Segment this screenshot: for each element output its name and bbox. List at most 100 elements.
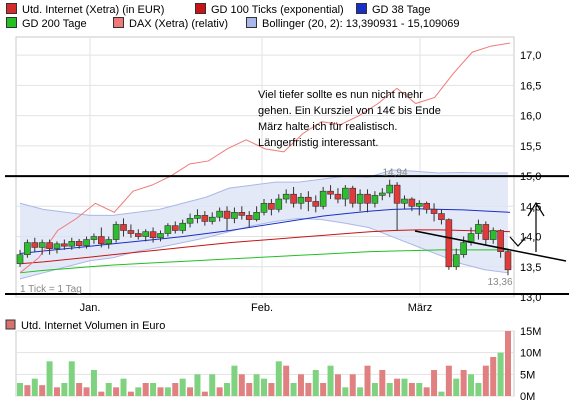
candle-body bbox=[297, 196, 305, 204]
volume-bar bbox=[431, 370, 438, 396]
volume-bar bbox=[39, 385, 46, 396]
candle-body bbox=[445, 219, 453, 268]
volume-bar bbox=[275, 361, 282, 396]
candle bbox=[415, 200, 423, 216]
candle-body bbox=[260, 202, 268, 213]
candle bbox=[112, 221, 120, 243]
candle-body bbox=[379, 192, 386, 196]
volume-bar bbox=[142, 383, 149, 396]
x-tick-label: Feb. bbox=[251, 302, 273, 314]
candle bbox=[171, 221, 179, 234]
legend-label: GD 200 Tage bbox=[22, 18, 87, 30]
volume-bar bbox=[357, 387, 364, 396]
candle bbox=[268, 199, 275, 216]
volume-bar bbox=[394, 378, 401, 396]
y-tick-label: 17,0 bbox=[520, 50, 541, 62]
bollinger-upper-line bbox=[19, 169, 508, 216]
candle bbox=[105, 236, 113, 249]
volume-bar bbox=[61, 383, 68, 396]
candle-body bbox=[245, 215, 253, 220]
candle bbox=[127, 224, 135, 238]
candle-body bbox=[157, 233, 164, 239]
candle bbox=[68, 237, 76, 250]
volume-bar bbox=[408, 383, 415, 396]
volume-y-tick-label: 0M bbox=[520, 391, 535, 401]
volume-legend-swatch bbox=[5, 319, 16, 330]
candle bbox=[98, 227, 105, 248]
legend-item: Bollinger (20, 2): 13,390931 - 15,109069 bbox=[246, 17, 460, 30]
candle bbox=[201, 211, 209, 226]
volume-bar bbox=[24, 385, 31, 396]
candle-body bbox=[179, 222, 186, 231]
candle-body bbox=[452, 254, 460, 268]
volume-bar bbox=[76, 383, 83, 396]
candle bbox=[260, 199, 268, 216]
candle bbox=[445, 218, 453, 270]
volume-bar bbox=[342, 387, 349, 396]
y-tick-label: 14,0 bbox=[520, 232, 541, 244]
legend-label: GD 38 Tage bbox=[372, 4, 431, 16]
volume-bar bbox=[246, 383, 253, 396]
y-tick-label: 16,5 bbox=[520, 80, 541, 92]
volume-bar bbox=[46, 361, 53, 396]
candle bbox=[38, 239, 46, 255]
candle-body bbox=[90, 236, 98, 240]
candle bbox=[238, 206, 246, 220]
volume-bar bbox=[261, 378, 267, 396]
candle bbox=[149, 227, 157, 243]
candle-body bbox=[282, 193, 290, 200]
candle-body bbox=[489, 230, 497, 240]
candle-body bbox=[275, 198, 283, 210]
legend-item: GD 200 Tage bbox=[6, 17, 87, 30]
candle-body bbox=[238, 212, 246, 216]
candle-body bbox=[438, 213, 445, 220]
trend-line bbox=[414, 230, 567, 262]
volume-bar bbox=[460, 370, 467, 396]
candle-body bbox=[334, 193, 342, 200]
volume-bar bbox=[157, 387, 164, 396]
y-tick-label: 16,0 bbox=[520, 111, 541, 123]
candle-body bbox=[482, 224, 490, 240]
candle-body bbox=[112, 224, 120, 240]
candle bbox=[83, 236, 90, 249]
candle-body bbox=[61, 243, 68, 247]
volume-bar bbox=[327, 365, 334, 396]
volume-bar bbox=[482, 365, 489, 396]
volume-bar bbox=[297, 374, 304, 396]
candle-body bbox=[356, 193, 364, 204]
volume-y-tick-label: 5M bbox=[520, 369, 535, 381]
volume-bar bbox=[98, 391, 105, 396]
candle-body bbox=[186, 218, 194, 224]
candle-body bbox=[497, 230, 504, 252]
volume-bar bbox=[371, 383, 378, 396]
chart-annotation: Viel tiefer sollte es nun nicht mehr geh… bbox=[258, 89, 441, 149]
legend-item: DAX (Xetra) (relativ) bbox=[113, 17, 228, 30]
candle-body bbox=[120, 224, 127, 231]
candle bbox=[46, 239, 53, 255]
volume-bar bbox=[490, 357, 497, 396]
volume-bar bbox=[497, 352, 504, 396]
candle-body bbox=[164, 225, 172, 234]
candle bbox=[53, 241, 61, 254]
volume-bar bbox=[238, 374, 245, 396]
volume-bar bbox=[53, 387, 60, 396]
legend-item: Utd. Internet (Xetra) (in EUR) bbox=[6, 3, 164, 16]
candle-body bbox=[268, 202, 275, 210]
candle bbox=[253, 206, 260, 222]
candle-body bbox=[135, 233, 142, 237]
volume-bar bbox=[253, 374, 260, 396]
volume-bar bbox=[364, 365, 371, 396]
candle-body bbox=[149, 231, 157, 239]
y-tick-label: 13,5 bbox=[520, 262, 541, 274]
low-label: 13,36 bbox=[487, 277, 512, 288]
legend-label: GD 100 Ticks (exponential) bbox=[211, 4, 344, 16]
candle-body bbox=[349, 187, 357, 204]
candle-body bbox=[386, 184, 393, 194]
legend-swatch bbox=[195, 3, 206, 14]
volume-y-tick-label: 15M bbox=[520, 326, 541, 338]
candle bbox=[208, 212, 216, 225]
candle bbox=[489, 227, 497, 244]
candle bbox=[504, 248, 512, 276]
down-arrow-head bbox=[509, 236, 527, 247]
volume-bar bbox=[164, 387, 171, 396]
